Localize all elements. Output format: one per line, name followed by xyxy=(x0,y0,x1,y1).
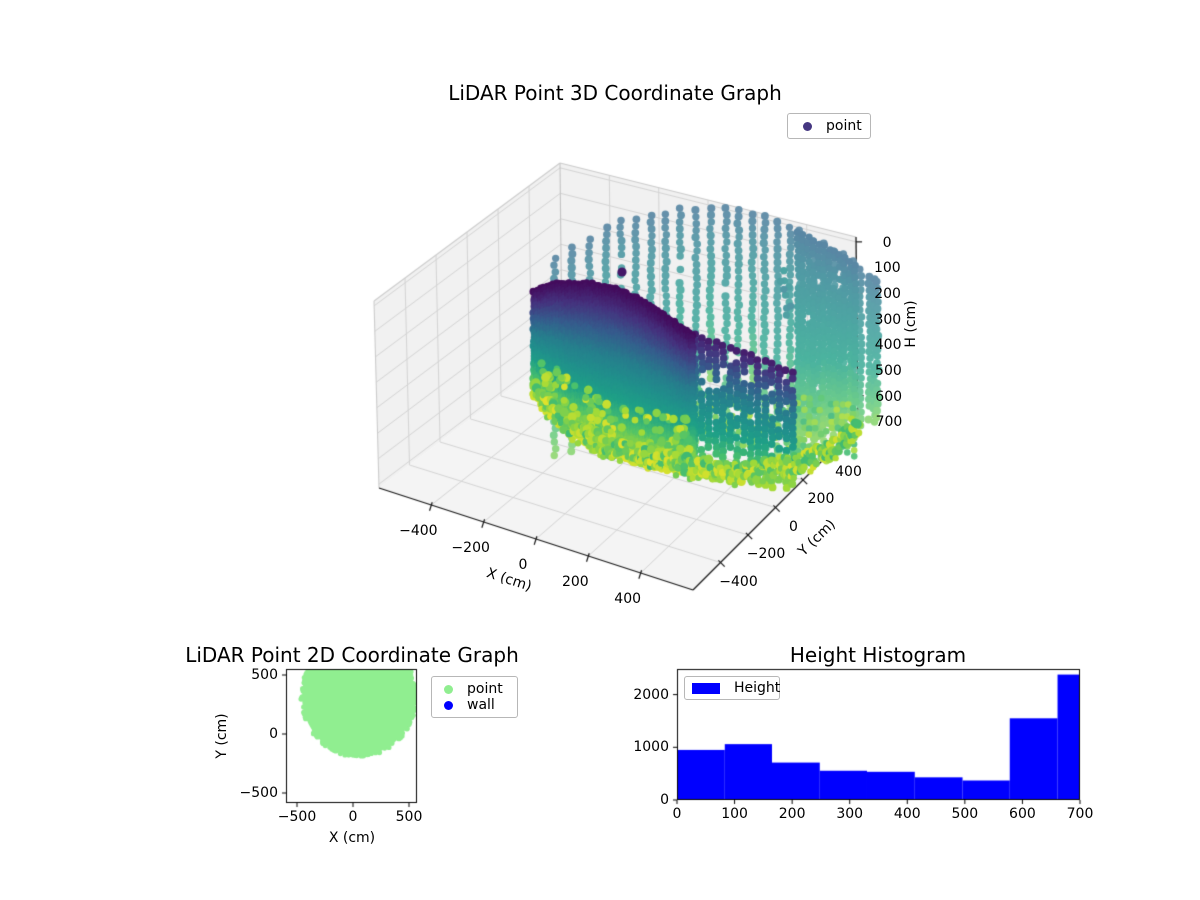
tick-label: 200 xyxy=(778,806,806,822)
legend-label: point xyxy=(467,681,503,697)
title-histogram: Height Histogram xyxy=(789,643,967,667)
tick-label: −200 xyxy=(451,540,490,556)
legend-3d: point xyxy=(787,113,871,139)
axis-label-3d-h: H (cm) xyxy=(903,300,919,348)
tick-label: 400 xyxy=(874,337,902,354)
tick-label: 500 xyxy=(875,362,902,379)
tick-label: 0 xyxy=(348,809,358,825)
legend-swatch-icon xyxy=(692,682,720,694)
legend-hist: Height xyxy=(684,676,780,700)
tick-label: −400 xyxy=(719,573,758,590)
tick-label: −500 xyxy=(277,809,317,825)
tick-label: −500 xyxy=(239,785,278,801)
legend-dot-icon xyxy=(444,700,453,710)
tick-label: 400 xyxy=(893,806,921,822)
title-2d: LiDAR Point 2D Coordinate Graph xyxy=(185,643,519,667)
tick-label: 0 xyxy=(789,518,798,535)
legend-dot-icon xyxy=(803,121,812,131)
tick-label: 2000 xyxy=(633,686,669,703)
tick-label: 1000 xyxy=(633,739,669,756)
legend-2d: point wall xyxy=(431,676,518,718)
tick-label: 100 xyxy=(873,260,901,277)
tick-label: 200 xyxy=(807,491,835,507)
legend-entry-point: point xyxy=(444,681,517,697)
tick-label: 600 xyxy=(875,388,903,405)
legend-entry-wall: wall xyxy=(444,697,517,713)
title-3d: LiDAR Point 3D Coordinate Graph xyxy=(448,81,782,105)
legend-dot-icon xyxy=(444,684,453,694)
tick-label: 200 xyxy=(874,286,901,303)
tick-label: 500 xyxy=(951,806,979,822)
axis-label-2d-y: Y (cm) xyxy=(214,713,230,759)
legend-label: Height xyxy=(734,680,781,696)
legend-label: wall xyxy=(467,697,495,713)
tick-label: 700 xyxy=(1066,806,1094,822)
tick-label: −200 xyxy=(746,546,786,562)
tick-label: 0 xyxy=(882,234,892,251)
tick-label: 0 xyxy=(269,726,278,742)
legend-label: point xyxy=(826,118,862,134)
tick-label: 600 xyxy=(1009,806,1036,822)
tick-label: 0 xyxy=(660,792,669,808)
legend-entry-point: point xyxy=(803,118,870,134)
tick-label: 300 xyxy=(874,311,902,328)
tick-label: 0 xyxy=(518,557,528,573)
tick-label: 500 xyxy=(251,667,278,683)
legend-entry-Height: Height xyxy=(692,680,781,696)
tick-label: 100 xyxy=(721,806,748,822)
tick-label: 400 xyxy=(835,463,862,480)
tick-label: 0 xyxy=(672,806,682,822)
tick-label: 300 xyxy=(836,806,864,822)
tick-label: 500 xyxy=(395,809,423,825)
tick-label: 700 xyxy=(875,414,903,431)
tick-label: 400 xyxy=(614,591,642,607)
tick-label: 200 xyxy=(561,574,589,590)
axis-label-2d-x: X (cm) xyxy=(328,830,376,846)
tick-label: −400 xyxy=(399,523,438,539)
